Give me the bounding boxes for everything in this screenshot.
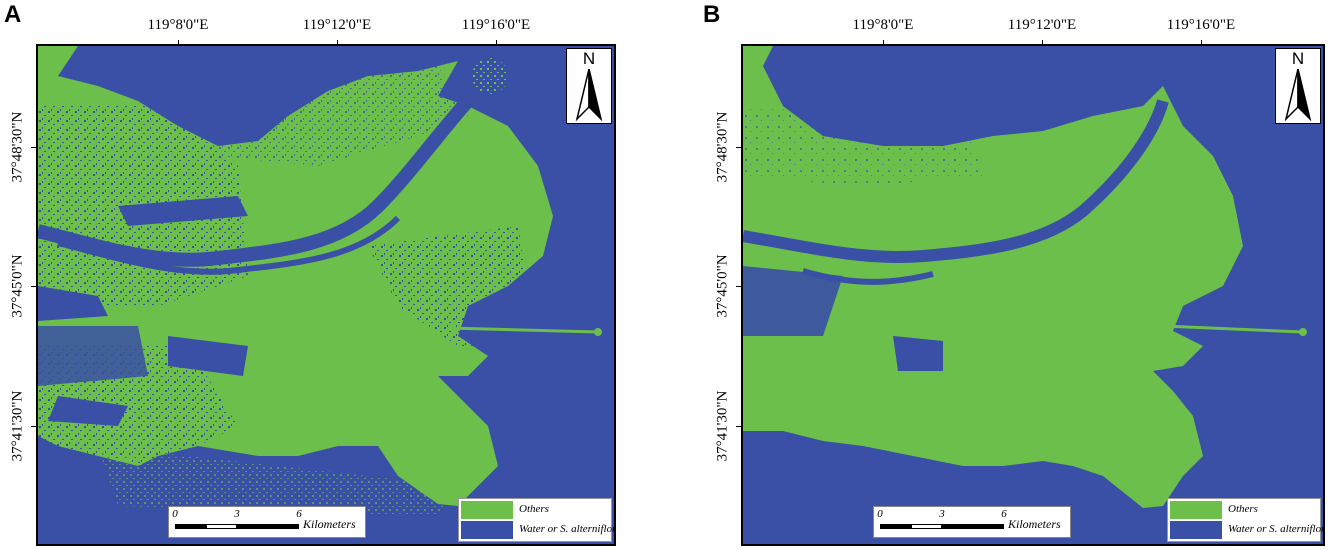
legend-item: Water or S. alterniflora <box>1170 521 1323 539</box>
legend: Others Water or S. alterniflora <box>458 498 614 542</box>
scale-bar: 0 3 6 Kilometers <box>168 506 366 538</box>
land-cover-raster <box>743 46 1307 508</box>
river-channel <box>743 99 1169 263</box>
longitude-tick <box>496 40 497 45</box>
river-channel <box>38 75 493 267</box>
river-channel <box>802 268 934 285</box>
scale-bar: 0 3 6 Kilometers <box>873 506 1071 538</box>
legend-item: Water or S. alterniflora <box>461 521 614 539</box>
longitude-tick <box>883 40 884 45</box>
legend-swatch <box>461 521 513 539</box>
north-label: N <box>1291 49 1305 68</box>
scale-unit: Kilometers <box>303 517 356 531</box>
latitude-tick <box>31 147 36 148</box>
legend-label: Others <box>1228 503 1258 515</box>
latitude-tick <box>736 286 741 287</box>
longitude-tick <box>1042 40 1043 45</box>
scale-segment <box>880 524 911 529</box>
jetty <box>447 326 599 334</box>
scale-tick-label: 0 <box>172 508 178 520</box>
legend-item: Others <box>461 501 609 519</box>
scale-segment <box>911 524 942 529</box>
water-patch <box>48 396 128 426</box>
jetty-end <box>594 328 602 336</box>
panel-label: B <box>703 1 721 28</box>
legend-label: Water or S. alterniflora <box>1228 523 1325 535</box>
longitude-tick <box>337 40 338 45</box>
river-channel <box>57 215 401 275</box>
water-patch <box>893 336 943 371</box>
land-cover-raster <box>38 46 602 516</box>
panel-label: A <box>4 1 22 28</box>
coastal-fringe <box>138 66 468 166</box>
legend-swatch <box>1170 501 1222 519</box>
latitude-tick <box>736 147 741 148</box>
scale-tick-label: 6 <box>296 508 302 520</box>
north-arrow-icon <box>575 69 603 121</box>
island <box>472 58 508 94</box>
mixed-zone <box>743 106 983 186</box>
north-label: N <box>582 49 596 68</box>
legend: Others Water or S. alterniflora <box>1167 498 1323 542</box>
coastal-fringe <box>98 446 458 516</box>
scale-segment <box>175 524 206 529</box>
north-arrow-icon <box>1284 69 1312 121</box>
scale-tick-label: 3 <box>234 508 240 520</box>
map-panel-a: A 119°8'0"E 119°12'0"E 119°16'0"E 37°48'… <box>0 0 664 550</box>
longitude-label: 119°12'0"E <box>1007 17 1077 33</box>
legend-swatch <box>1170 521 1222 539</box>
scale-tick-label: 6 <box>1001 508 1007 520</box>
legend-label: Water or S. alterniflora <box>519 523 616 535</box>
longitude-label: 119°8'0"E <box>852 17 914 33</box>
classification-map: N Others Water or S. alterniflora 0 3 6 <box>741 44 1325 546</box>
latitude-tick <box>31 286 36 287</box>
longitude-label: 119°16'0"E <box>1166 17 1236 33</box>
longitude-label: 119°12'0"E <box>302 17 372 33</box>
scale-segment <box>206 524 237 529</box>
water-patch <box>118 196 248 226</box>
longitude-label: 119°16'0"E <box>461 17 531 33</box>
water-patch <box>743 266 843 336</box>
classification-map: N Others Water or S. alterniflora 0 3 6 <box>36 44 616 546</box>
water-patch <box>168 336 248 376</box>
jetty <box>1162 324 1304 334</box>
latitude-tick <box>31 426 36 427</box>
water-patch <box>38 326 148 386</box>
map-panel-b: B 119°8'0"E 119°12'0"E 119°16'0"E 37°48'… <box>665 0 1329 550</box>
scale-unit: Kilometers <box>1008 517 1061 531</box>
north-arrow: N <box>1275 48 1321 124</box>
water-patch <box>38 286 108 321</box>
scale-tick-label: 3 <box>939 508 945 520</box>
longitude-label: 119°8'0"E <box>147 17 209 33</box>
legend-swatch <box>461 501 513 519</box>
scale-tick-label: 0 <box>877 508 883 520</box>
jetty-end <box>1299 328 1307 336</box>
latitude-tick <box>736 426 741 427</box>
longitude-tick <box>1201 40 1202 45</box>
legend-item: Others <box>1170 501 1318 519</box>
scale-segment <box>942 524 1004 529</box>
north-arrow: N <box>566 48 612 124</box>
mixed-zone <box>368 226 538 346</box>
legend-label: Others <box>519 503 549 515</box>
scale-segment <box>237 524 299 529</box>
longitude-tick <box>178 40 179 45</box>
